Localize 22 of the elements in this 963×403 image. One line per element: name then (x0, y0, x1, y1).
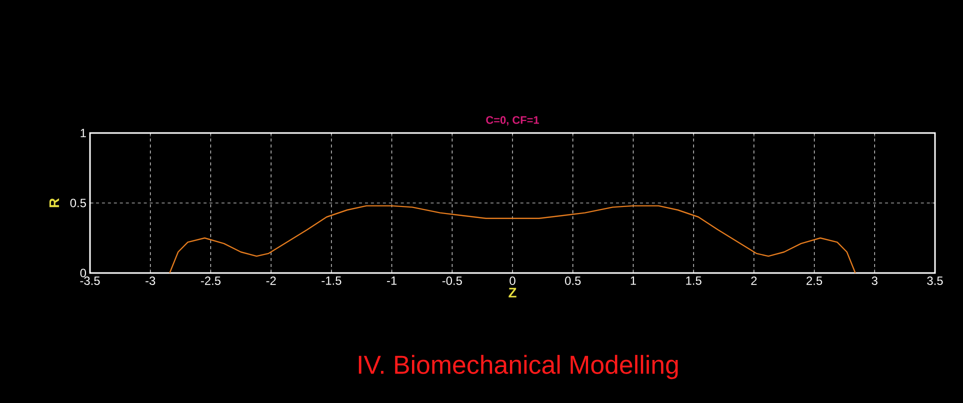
x-tick-label: 1 (630, 276, 636, 285)
x-tick-label: -3 (146, 276, 156, 285)
chart-title: C=0, CF=1 (486, 116, 539, 126)
x-tick-label: -1 (387, 276, 397, 285)
x-tick-label: 3.5 (927, 276, 943, 285)
text: IV. Biomechanical Modelling (358, 354, 678, 380)
y-axis-title: R (49, 198, 60, 208)
x-tick-label: 3 (872, 276, 878, 285)
x-tick-label: 0.5 (565, 276, 581, 285)
x-tick-label: -3.5 (80, 276, 100, 285)
y-tick-label: 1 (80, 128, 86, 138)
y-tick-label: 0 (80, 268, 86, 278)
x-tick-label: -0.5 (442, 276, 462, 285)
x-tick-label: 2 (751, 276, 757, 285)
x-tick-label: -1.5 (322, 276, 342, 285)
x-tick-label: 2.5 (806, 276, 822, 285)
x-tick-label: 0 (510, 276, 516, 285)
y-tick-label: 0.5 (70, 198, 86, 208)
x-tick-label: 1.5 (686, 276, 702, 285)
x-tick-label: -2.5 (200, 276, 221, 285)
x-axis-title: Z (508, 288, 516, 298)
x-tick-label: -2 (266, 276, 276, 285)
